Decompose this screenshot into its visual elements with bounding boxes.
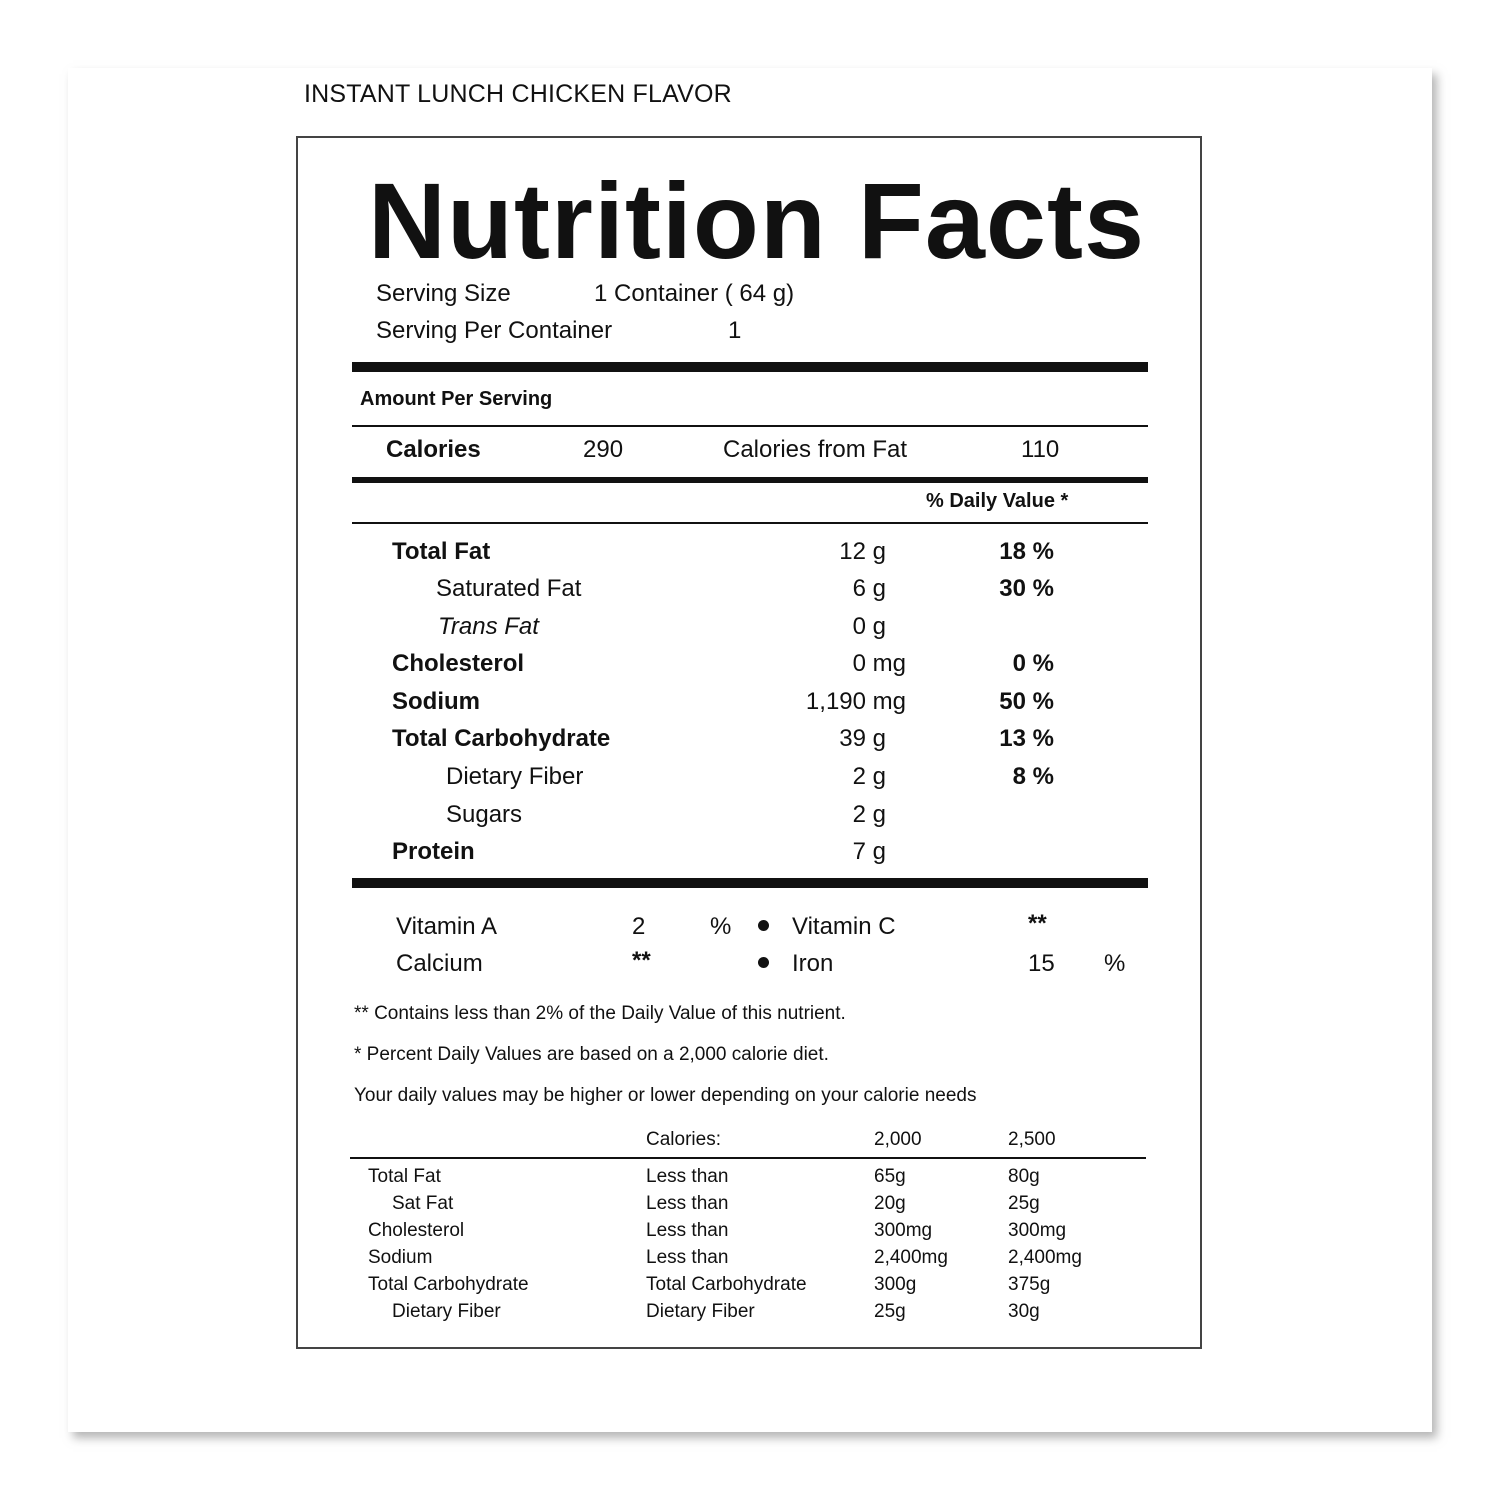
reference-header-2500: 2,500: [1008, 1129, 1056, 1150]
medium-divider: [352, 477, 1148, 483]
nutrient-amount: 2 g: [852, 763, 886, 790]
thin-divider: [352, 522, 1148, 524]
nutrient-name: Total Carbohydrate: [392, 725, 611, 752]
product-image-card: [68, 68, 1432, 1432]
reference-value-2500: 300mg: [1008, 1220, 1067, 1241]
reference-value-2000: 20g: [874, 1193, 906, 1214]
calories-label: Calories: [386, 436, 481, 463]
reference-value-2000: 2,400mg: [874, 1247, 948, 1268]
bullet-icon: [758, 957, 769, 968]
amount-per-serving: Amount Per Serving: [360, 388, 553, 410]
reference-nutrient: Total Fat: [368, 1166, 441, 1187]
nutrient-name: Trans Fat: [438, 613, 539, 640]
nutrient-amount: 2 g: [852, 801, 886, 828]
nutrient-amount: 7 g: [852, 838, 886, 865]
reference-value-2500: 25g: [1008, 1193, 1040, 1214]
reference-value-2500: 80g: [1008, 1166, 1040, 1187]
servings-per-container-value: 1: [728, 317, 742, 344]
calories-from-fat-label: Calories from Fat: [723, 436, 908, 463]
nutrient-name: Total Fat: [392, 538, 491, 565]
reference-nutrient: Total Carbohydrate: [368, 1274, 529, 1295]
reference-qualifier: Less than: [646, 1166, 729, 1187]
serving-size-label: Serving Size: [376, 280, 511, 307]
label-title: Nutrition Facts: [368, 160, 1146, 281]
nutrient-daily-value: 18 %: [999, 538, 1054, 565]
reference-value-2500: 30g: [1008, 1301, 1040, 1322]
nutrient-amount: 12 g: [839, 538, 886, 565]
calories-from-fat-value: 110: [1021, 436, 1060, 463]
footnote-daily-values-vary: Your daily values may be higher or lower…: [354, 1085, 977, 1106]
nutrient-name: Saturated Fat: [436, 575, 582, 602]
vitamin-c-value: **: [1028, 910, 1047, 937]
nutrient-daily-value: 0 %: [1012, 650, 1054, 677]
reference-qualifier: Total Carbohydrate: [646, 1274, 807, 1295]
nutrient-amount: 6 g: [852, 575, 886, 602]
nutrient-amount: 0 mg: [852, 650, 906, 677]
calcium-label: Calcium: [396, 950, 483, 977]
bullet-icon: [758, 920, 769, 931]
calcium-value: **: [632, 947, 651, 974]
nutrient-daily-value: 50 %: [999, 688, 1054, 715]
nutrition-label: Nutrition Facts Serving Size 1 Container…: [296, 136, 1202, 1349]
vitamin-c-label: Vitamin C: [792, 913, 896, 940]
nutrient-daily-value: 30 %: [999, 575, 1054, 602]
calories-value: 290: [583, 436, 624, 463]
vitamin-a-value: 2: [632, 913, 646, 940]
iron-unit: %: [1104, 950, 1126, 977]
serving-size-value: 1 Container ( 64 g): [594, 280, 795, 307]
thick-divider: [352, 362, 1148, 372]
nutrient-daily-value: 13 %: [999, 725, 1054, 752]
reference-nutrient: Dietary Fiber: [392, 1301, 501, 1322]
nutrient-amount: 39 g: [839, 725, 886, 752]
servings-per-container-label: Serving Per Container: [376, 317, 613, 344]
reference-value-2500: 375g: [1008, 1274, 1051, 1295]
reference-qualifier: Dietary Fiber: [646, 1301, 755, 1322]
reference-qualifier: Less than: [646, 1193, 729, 1214]
nutrient-name: Protein: [392, 838, 475, 865]
product-name: INSTANT LUNCH CHICKEN FLAVOR: [304, 80, 732, 108]
nutrient-amount: 1,190 mg: [805, 688, 906, 715]
footnote-percent-daily-values: * Percent Daily Values are based on a 2,…: [354, 1044, 829, 1065]
nutrient-amount: 0 g: [852, 613, 886, 640]
reference-nutrient: Sodium: [368, 1247, 433, 1268]
nutrient-name: Cholesterol: [392, 650, 525, 677]
nutrient-name: Dietary Fiber: [446, 763, 584, 790]
vitamin-a-unit: %: [710, 913, 732, 940]
nutrient-name: Sugars: [446, 801, 523, 828]
daily-value-header: % Daily Value *: [926, 490, 1069, 512]
reference-header-2000: 2,000: [874, 1129, 922, 1150]
nutrient-name: Sodium: [392, 688, 480, 715]
iron-value: 15: [1028, 950, 1055, 977]
vitamin-a-label: Vitamin A: [396, 913, 497, 940]
reference-value-2000: 300mg: [874, 1220, 933, 1241]
reference-nutrient: Cholesterol: [368, 1220, 465, 1241]
reference-qualifier: Less than: [646, 1220, 729, 1241]
thin-divider: [350, 1157, 1146, 1159]
nutrient-daily-value: 8 %: [1012, 763, 1054, 790]
reference-value-2000: 300g: [874, 1274, 917, 1295]
reference-value-2000: 25g: [874, 1301, 906, 1322]
footnote-less-than-2-percent: ** Contains less than 2% of the Daily Va…: [354, 1003, 846, 1024]
iron-label: Iron: [792, 950, 834, 977]
thin-divider: [352, 425, 1148, 427]
reference-header-calories: Calories:: [646, 1129, 721, 1150]
reference-nutrient: Sat Fat: [392, 1193, 454, 1214]
reference-value-2000: 65g: [874, 1166, 906, 1187]
reference-value-2500: 2,400mg: [1008, 1247, 1082, 1268]
reference-qualifier: Less than: [646, 1247, 729, 1268]
thick-divider: [352, 878, 1148, 888]
